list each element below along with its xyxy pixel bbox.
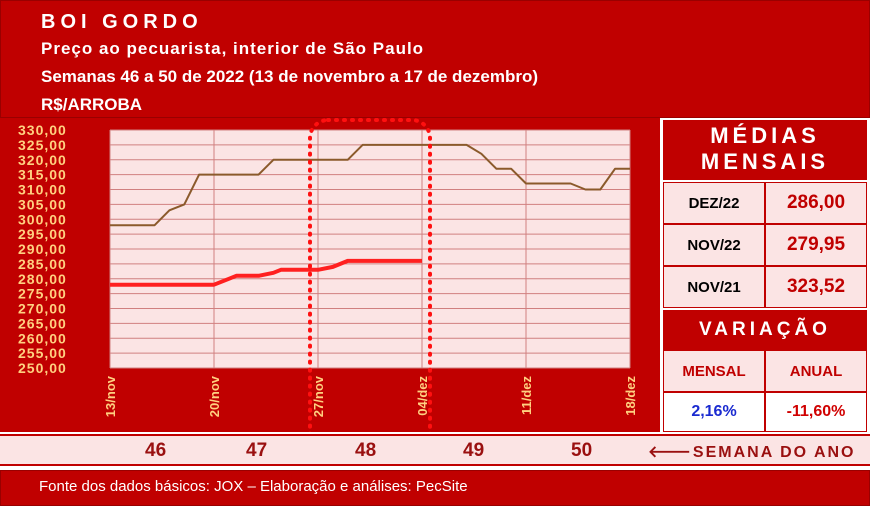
medias-title-line2: MENSAIS <box>700 149 830 174</box>
y-tick-label: 250,00 <box>18 360 67 376</box>
x-tick-label: 27/nov <box>311 375 326 417</box>
y-tick-label: 325,00 <box>18 137 67 153</box>
medias-row-value: 286,00 <box>765 182 867 224</box>
y-tick-label: 290,00 <box>18 241 67 257</box>
chart-unit: R$/ARROBA <box>41 95 143 114</box>
x-tick-label: 20/nov <box>207 375 222 417</box>
y-tick-label: 320,00 <box>18 152 67 168</box>
footer: Fonte dos dados básicos: JOX – Elaboraçã… <box>0 470 870 506</box>
medias-title-line1: MÉDIAS <box>710 123 820 148</box>
y-tick-label: 305,00 <box>18 196 67 212</box>
y-tick-label: 255,00 <box>18 345 67 361</box>
chart-subtitle: Preço ao pecuarista, interior de São Pau… <box>41 39 425 58</box>
y-tick-label: 265,00 <box>18 315 67 331</box>
y-tick-label: 310,00 <box>18 182 67 198</box>
x-tick-label: 11/dez <box>519 376 534 416</box>
chart-period: Semanas 46 a 50 de 2022 (13 de novembro … <box>41 67 539 86</box>
y-tick-label: 295,00 <box>18 226 67 242</box>
week-highlight <box>308 118 432 432</box>
medias-row-label: NOV/21 <box>663 266 765 308</box>
week-number: 46 <box>145 440 167 461</box>
source-note: Fonte dos dados básicos: JOX – Elaboraçã… <box>39 478 468 495</box>
medias-row-value: 279,95 <box>765 224 867 266</box>
week-axis-text: SEMANA DO ANO <box>692 444 856 461</box>
chart-title: BOI GORDO <box>41 11 203 33</box>
price-chart: 250,00255,00260,00265,00270,00275,00280,… <box>18 118 638 432</box>
week-number: 49 <box>463 440 485 461</box>
medias-row-label: DEZ/22 <box>663 182 765 224</box>
medias-mensais-title: MÉDIAS MENSAIS <box>663 120 867 180</box>
header-banner: BOI GORDO Preço ao pecuarista, interior … <box>0 0 870 118</box>
medias-row-value: 323,52 <box>765 266 867 308</box>
week-number: 50 <box>571 440 593 461</box>
week-axis-label: 🡐SEMANA DO ANO <box>648 441 856 462</box>
y-tick-label: 260,00 <box>18 330 67 346</box>
arrow-left-icon: 🡐 <box>648 444 693 461</box>
week-number: 47 <box>246 440 268 461</box>
variacao-title: VARIAÇÃO <box>663 310 867 350</box>
x-tick-label: 13/nov <box>103 375 118 417</box>
variacao-mensal-label: MENSAL <box>663 350 765 392</box>
y-tick-label: 280,00 <box>18 271 67 287</box>
week-band <box>0 434 870 466</box>
medias-row-label: NOV/22 <box>663 224 765 266</box>
variacao-anual-label: ANUAL <box>765 350 867 392</box>
y-tick-label: 275,00 <box>18 286 67 302</box>
series-line-2021 <box>110 143 630 227</box>
y-tick-label: 330,00 <box>18 122 67 138</box>
series-line-2022 <box>110 258 422 287</box>
y-tick-label: 285,00 <box>18 256 67 272</box>
week-number: 48 <box>355 440 377 461</box>
variacao-mensal-value: 2,16% <box>663 392 765 432</box>
x-tick-label: 04/dez <box>415 376 430 416</box>
x-tick-label: 18/dez <box>623 376 638 416</box>
y-tick-label: 270,00 <box>18 301 67 317</box>
y-tick-label: 315,00 <box>18 167 67 183</box>
variacao-anual-value: -11,60% <box>765 392 867 432</box>
y-tick-label: 300,00 <box>18 211 67 227</box>
